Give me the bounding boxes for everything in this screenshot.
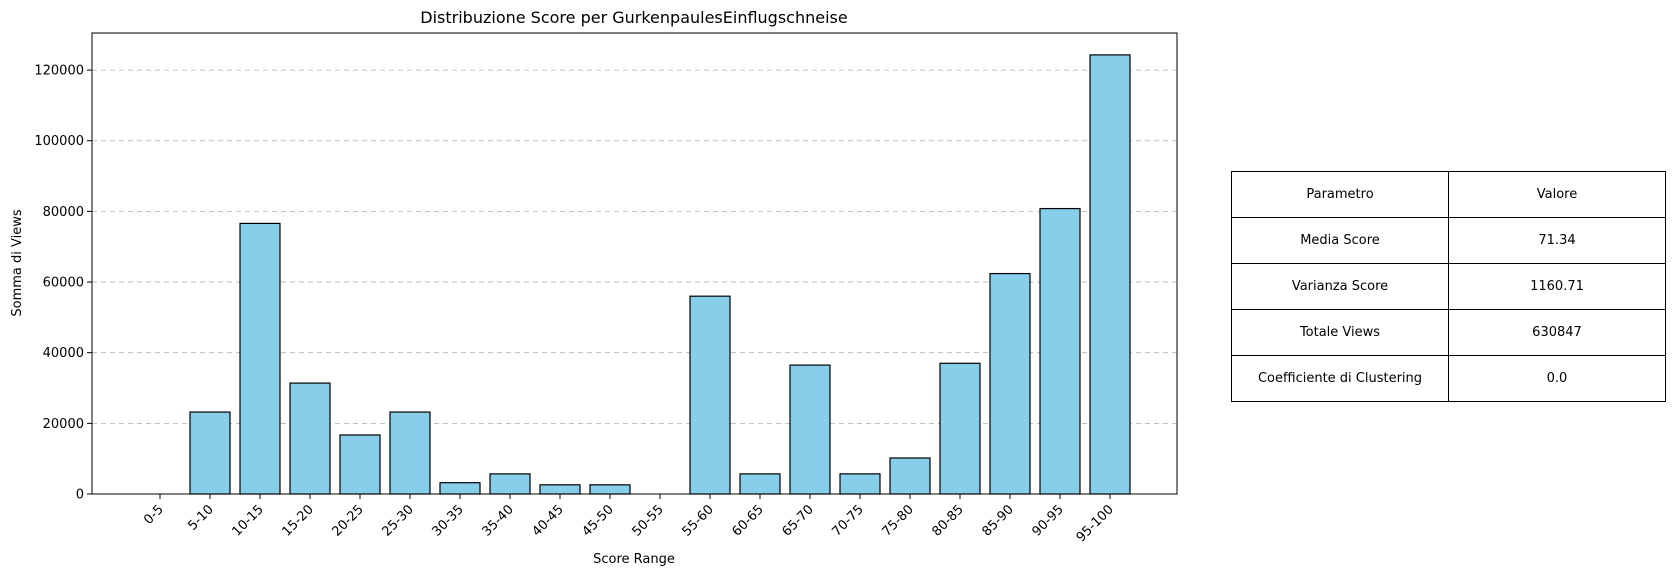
y-tick-label: 60000 (43, 276, 84, 291)
bar-5-10 (189, 411, 231, 495)
bar-80-85 (939, 362, 981, 495)
y-tick-label: 40000 (43, 346, 84, 361)
x-tick-label: 20-25 (330, 502, 367, 539)
bar-75-80 (889, 457, 931, 495)
stats-row-varianza: Varianza Score 1160.71 (1231, 263, 1666, 310)
y-tick-label: 100000 (34, 134, 84, 149)
bar-65-70 (789, 364, 831, 495)
y-tick-label: 120000 (34, 64, 84, 79)
stats-cell: 0.0 (1448, 355, 1666, 402)
stats-header-row: Parametro Valore (1231, 171, 1666, 218)
x-tick-label: 35-40 (480, 502, 517, 539)
x-tick-label: 80-85 (930, 502, 967, 539)
bar-90-95 (1039, 207, 1081, 495)
x-tick-label: 25-30 (380, 502, 417, 539)
bar-30-35 (439, 482, 481, 495)
bar-40-45 (539, 484, 581, 495)
bar-60-65 (739, 473, 781, 495)
x-tick-label: 30-35 (430, 502, 467, 539)
stats-cell: Media Score (1231, 217, 1449, 264)
x-tick-label: 70-75 (830, 502, 867, 539)
x-tick-label: 95-100 (1074, 502, 1117, 545)
bar-95-100 (1089, 54, 1131, 495)
y-axis-label: Somma di Views (10, 209, 25, 316)
x-tick-label: 55-60 (680, 502, 717, 539)
y-axis: 0 20000 40000 60000 80000 100000 120000 (34, 64, 92, 503)
stats-cell: 1160.71 (1448, 263, 1666, 310)
x-tick-label: 60-65 (730, 502, 767, 539)
x-tick-label: 10-15 (230, 502, 267, 539)
stats-row-media: Media Score 71.34 (1231, 217, 1666, 264)
x-tick-label: 0-5 (141, 502, 167, 528)
bar-35-40 (489, 473, 531, 495)
bars (189, 54, 1131, 495)
bar-20-25 (339, 434, 381, 495)
bar-chart: Distribuzione Score per GurkenpaulesEinf… (10, 8, 1178, 567)
stats-cell: Varianza Score (1231, 263, 1449, 310)
x-tick-label: 85-90 (980, 502, 1017, 539)
header-parametro: Parametro (1231, 171, 1449, 218)
bar-85-90 (989, 272, 1031, 495)
plot-frame (91, 32, 1178, 495)
x-tick-label: 5-10 (185, 502, 216, 533)
x-tick-label: 75-80 (880, 502, 917, 539)
x-tick-label: 15-20 (280, 502, 317, 539)
stats-cell: 71.34 (1448, 217, 1666, 264)
y-tick-label: 80000 (43, 205, 84, 220)
stats-cell: Totale Views (1231, 309, 1449, 356)
x-tick-label: 40-45 (530, 502, 567, 539)
x-tick-label: 65-70 (780, 502, 817, 539)
bar-25-30 (389, 411, 431, 495)
stats-table: Parametro Valore Media Score 71.34 Varia… (1231, 171, 1666, 402)
x-tick-label: 50-55 (630, 502, 667, 539)
bar-15-20 (289, 382, 331, 495)
y-tick-label: 0 (76, 488, 84, 503)
stats-row-clustering: Coefficiente di Clustering 0.0 (1231, 355, 1666, 402)
x-axis-label: Score Range (593, 552, 675, 567)
x-tick-label: 90-95 (1030, 502, 1067, 539)
stats-cell: Coefficiente di Clustering (1231, 355, 1449, 402)
bar-70-75 (839, 473, 881, 495)
chart-title: Distribuzione Score per GurkenpaulesEinf… (420, 8, 847, 27)
y-tick-label: 20000 (43, 417, 84, 432)
stats-cell: 630847 (1448, 309, 1666, 356)
x-tick-label: 45-50 (580, 502, 617, 539)
bar-55-60 (689, 295, 731, 495)
x-axis: 0-5 5-10 10-15 15-20 20-25 25-30 30-35 35-40 40-… (141, 494, 1117, 545)
bar-45-50 (589, 484, 631, 495)
header-valore: Valore (1448, 171, 1666, 218)
stats-row-totale: Totale Views 630847 (1231, 309, 1666, 356)
bar-10-15 (239, 222, 281, 495)
